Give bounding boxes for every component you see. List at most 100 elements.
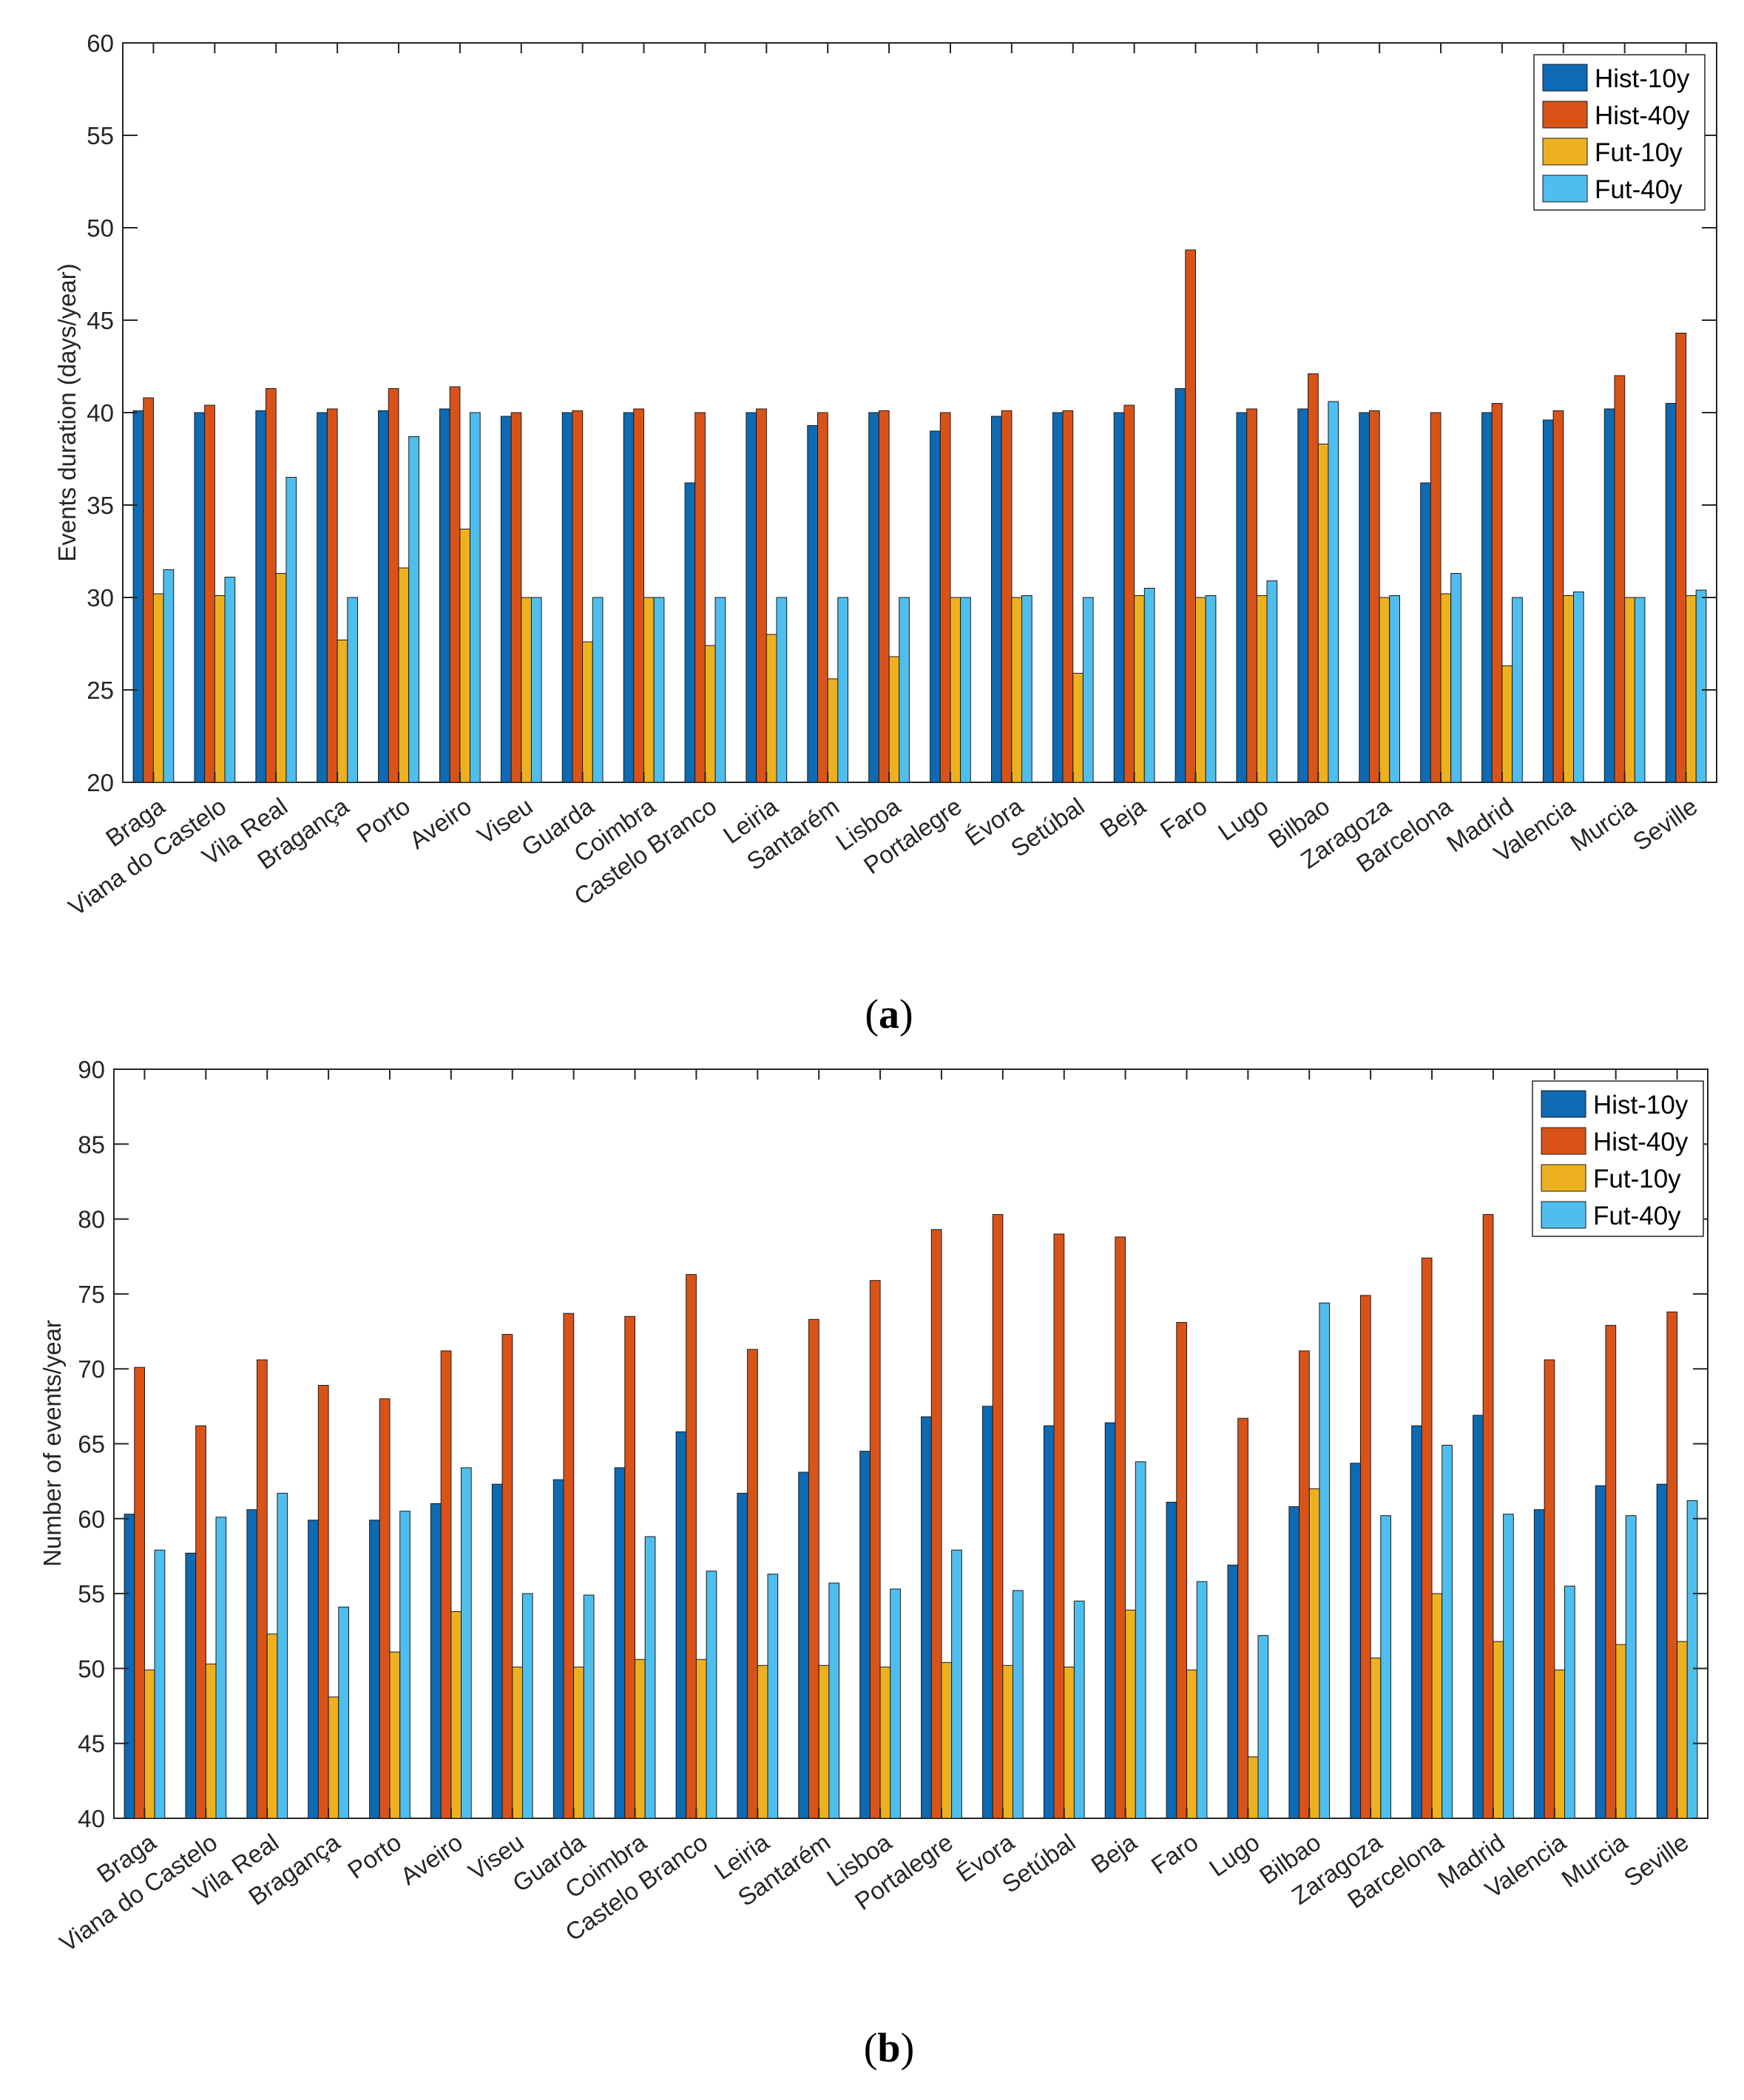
bar-a-24-3: [1634, 597, 1646, 783]
bar-b-3-2: [328, 1696, 339, 1819]
bar-b-12-1: [869, 1280, 881, 1819]
bar-a-3-1: [326, 408, 338, 783]
bar-a-17-2: [1195, 597, 1206, 783]
bar-b-18-2: [1247, 1756, 1259, 1819]
bar-a-8-2: [643, 597, 655, 783]
bar-a-20-0: [1359, 412, 1370, 783]
bar-b-9-3: [706, 1571, 717, 1819]
bar-a-7-0: [561, 412, 573, 783]
bar-b-20-0: [1350, 1463, 1362, 1819]
y-tick-label-a-3: 35: [87, 492, 114, 519]
x-tick-label-a-17: Faro: [1155, 792, 1212, 843]
y-tick-label-b-3: 55: [78, 1580, 105, 1608]
bar-b-23-2: [1554, 1669, 1566, 1819]
bar-b-25-2: [1677, 1641, 1688, 1819]
bar-a-5-1: [449, 386, 461, 783]
bar-b-5-2: [450, 1610, 462, 1819]
bar-a-3-2: [337, 640, 348, 783]
bar-a-25-2: [1686, 595, 1697, 783]
bar-b-13-3: [951, 1549, 962, 1819]
bar-b-0-3: [154, 1549, 166, 1819]
bar-b-10-1: [747, 1349, 758, 1819]
bar-a-15-3: [1082, 597, 1094, 783]
bar-b-12-0: [859, 1451, 871, 1819]
bar-b-11-0: [798, 1471, 810, 1819]
legend-swatch-b-0: [1541, 1090, 1586, 1118]
bar-b-10-0: [737, 1492, 748, 1819]
bar-b-9-2: [695, 1659, 707, 1819]
caption-letter-a: a: [879, 992, 899, 1037]
bar-b-19-1: [1299, 1350, 1310, 1819]
bar-a-1-1: [204, 404, 215, 783]
bar-a-18-2: [1256, 595, 1268, 783]
bar-a-21-2: [1440, 593, 1452, 783]
bar-a-19-0: [1297, 408, 1309, 783]
bar-b-22-0: [1473, 1415, 1484, 1819]
bar-a-22-0: [1481, 412, 1493, 783]
bar-b-19-2: [1308, 1488, 1320, 1819]
bar-b-7-0: [552, 1479, 564, 1819]
legend-label-a-2: Fut-10y: [1595, 138, 1683, 167]
bar-a-4-3: [408, 436, 419, 783]
y-tick-label-b-7: 75: [78, 1281, 105, 1308]
bar-a-16-3: [1143, 588, 1155, 783]
bar-a-8-0: [623, 412, 635, 783]
bar-b-0-2: [143, 1669, 155, 1819]
bar-a-1-3: [224, 577, 236, 783]
bar-a-24-1: [1614, 375, 1626, 783]
bar-a-21-3: [1450, 573, 1461, 783]
bar-a-15-0: [1052, 412, 1064, 783]
x-tick-label-a-24: Murcia: [1565, 792, 1641, 856]
legend-swatch-a-1: [1542, 101, 1588, 129]
y-axis-label-a: Events duration (days/year): [53, 263, 81, 562]
bar-a-19-1: [1308, 373, 1319, 783]
x-tick-label-b-16: Beja: [1086, 1828, 1142, 1879]
bar-b-6-0: [491, 1483, 503, 1819]
bar-a-5-3: [470, 412, 481, 783]
bar-a-0-1: [143, 397, 155, 783]
bar-a-17-3: [1205, 595, 1217, 783]
bar-b-23-0: [1533, 1509, 1545, 1819]
bar-a-7-1: [572, 410, 584, 783]
bar-a-9-2: [704, 645, 716, 783]
y-tick-label-b-0: 40: [78, 1805, 105, 1832]
bar-a-14-1: [1001, 410, 1013, 783]
bar-a-16-1: [1123, 404, 1135, 783]
bar-a-12-0: [868, 412, 879, 783]
bar-a-22-2: [1501, 665, 1513, 783]
bar-b-17-2: [1186, 1669, 1197, 1819]
bar-a-18-1: [1246, 408, 1257, 783]
legend-swatch-b-1: [1541, 1127, 1586, 1155]
caption-b: (b): [864, 2025, 914, 2071]
x-tick-label-a-18: Lugo: [1213, 792, 1273, 845]
bar-b-6-2: [512, 1666, 523, 1819]
bar-a-13-3: [960, 597, 971, 783]
bar-b-21-3: [1441, 1445, 1453, 1819]
bar-b-25-1: [1666, 1311, 1678, 1819]
bar-a-6-2: [521, 597, 532, 783]
bar-b-6-1: [501, 1334, 513, 1819]
bar-a-9-1: [694, 412, 706, 783]
bar-b-15-2: [1064, 1666, 1075, 1819]
y-axis-b: 40 45 50 55 60 65 70 75 80 85 90: [78, 1056, 1708, 1832]
bar-b-19-3: [1319, 1302, 1331, 1819]
bar-b-2-1: [257, 1359, 268, 1819]
legend-label-a-1: Hist-40y: [1595, 101, 1690, 130]
bar-a-18-0: [1236, 412, 1248, 783]
y-tick-label-a-1: 25: [87, 677, 114, 704]
bar-b-20-1: [1360, 1295, 1371, 1819]
bar-b-10-3: [767, 1574, 779, 1819]
bar-a-1-2: [214, 595, 226, 783]
bar-a-11-2: [827, 678, 839, 783]
bar-b-24-1: [1605, 1324, 1617, 1819]
bar-b-17-3: [1196, 1581, 1208, 1819]
bar-a-25-3: [1695, 589, 1707, 783]
bar-b-14-0: [982, 1406, 993, 1819]
bar-b-11-1: [808, 1318, 819, 1819]
bar-b-8-1: [624, 1315, 635, 1819]
legend-b: Hist-10y Hist-40y Fut-10y Fut-40y: [1532, 1080, 1704, 1237]
plot-area-a: [122, 42, 1717, 783]
bar-b-23-3: [1564, 1585, 1575, 1819]
bar-b-11-3: [828, 1582, 840, 1819]
